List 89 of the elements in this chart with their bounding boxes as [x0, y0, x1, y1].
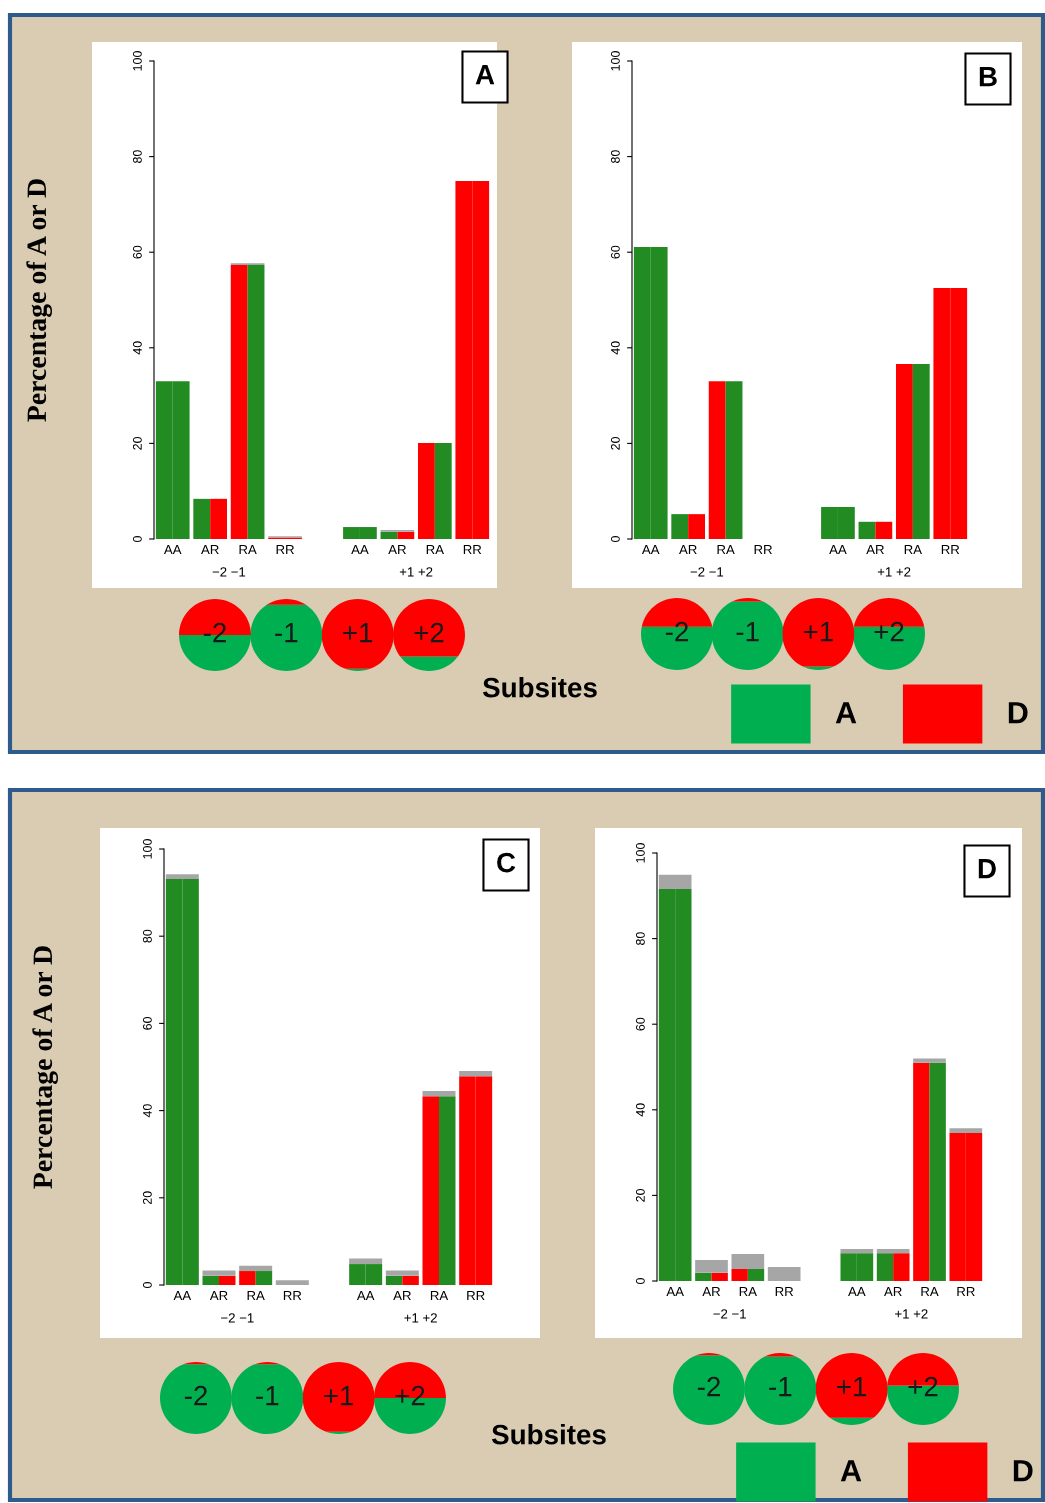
x-tick-label: RR: [283, 1291, 302, 1301]
y-tick-label: 60: [142, 1016, 152, 1030]
y-axis-title: Percentage of A or D: [32, 946, 58, 1189]
x-tick-label: RA: [247, 1291, 265, 1301]
x-tick-label: AA: [163, 545, 182, 555]
x-tick-label: AA: [848, 1287, 866, 1297]
x-tick-label: RA: [904, 545, 922, 555]
text: +1 +2: [399, 567, 433, 577]
x-tick-label: AA: [351, 545, 369, 555]
x-tick-label: AR: [866, 545, 884, 555]
text: +1 +2: [877, 567, 911, 577]
y-tick-label: 100: [132, 51, 142, 71]
x-tick-label: RA: [921, 1287, 939, 1297]
x-tick-label: RR: [941, 545, 960, 555]
x-tick-label: RA: [426, 545, 444, 555]
x-tick-label: -2: [697, 1376, 720, 1397]
y-tick-label: 0: [132, 536, 142, 542]
x-tick-label: AR: [201, 545, 219, 555]
x-tick-label: AR: [388, 545, 406, 555]
x-tick-label: +2: [874, 621, 904, 642]
x-tick-label: AA: [173, 1291, 192, 1301]
y-tick-label: 80: [132, 150, 142, 164]
x-tick-label: RR: [775, 1287, 794, 1297]
y-tick-label: 40: [142, 1104, 152, 1118]
x-tick-label: -1: [736, 622, 759, 642]
text: −2 −1: [212, 567, 246, 577]
x-tick-label: +1: [343, 623, 373, 643]
chart-title: A: [475, 65, 495, 85]
x-tick-label: RR: [467, 1291, 485, 1301]
y-tick-label: 80: [142, 929, 152, 943]
x-tick-label: -1: [769, 1377, 792, 1397]
y-tick-label: 0: [610, 536, 620, 542]
x-tick-label: RA: [430, 1291, 449, 1301]
y-tick-label: 100: [610, 51, 620, 71]
x-tick-label: AR: [393, 1291, 411, 1301]
x-tick-label: AR: [679, 545, 697, 555]
x-tick-label: RA: [717, 545, 735, 555]
x-tick-label: RR: [463, 545, 482, 555]
x-tick-label: -2: [184, 1385, 207, 1406]
y-tick-label: 20: [132, 436, 142, 450]
y-tick-label: 60: [610, 245, 620, 259]
legend-label: A: [835, 702, 857, 724]
x-tick-label: -1: [256, 1386, 279, 1406]
x-tick-label: +1: [324, 1386, 354, 1406]
y-tick-label: 100: [635, 843, 645, 863]
x-tick-label: +1: [803, 622, 833, 642]
y-tick-label: 40: [132, 341, 142, 355]
x-tick-label: -2: [665, 621, 688, 642]
chart-title: C: [497, 852, 516, 873]
y-tick-label: 20: [610, 436, 620, 450]
x-tick-label: RR: [276, 545, 294, 555]
x-tick-label: +2: [414, 622, 444, 643]
x-axis-title: Subsites: [482, 677, 597, 698]
y-tick-label: 0: [142, 1282, 152, 1288]
legend-label: A: [840, 1460, 862, 1482]
y-tick-label: 20: [142, 1191, 152, 1205]
x-tick-label: RA: [739, 1287, 757, 1297]
y-tick-label: 20: [635, 1188, 645, 1202]
x-tick-label: +1: [837, 1377, 867, 1397]
y-tick-label: 60: [635, 1017, 645, 1031]
chart-title: B: [979, 67, 997, 87]
y-tick-label: 100: [142, 839, 152, 859]
y-tick-label: 80: [610, 150, 620, 164]
x-tick-label: RR: [754, 545, 772, 555]
legend-label: D: [1008, 702, 1028, 724]
x-tick-label: AR: [702, 1287, 721, 1297]
y-tick-label: 80: [635, 932, 645, 946]
x-tick-label: AA: [641, 545, 660, 555]
x-tick-label: RR: [957, 1287, 975, 1297]
text: +1 +2: [895, 1309, 928, 1319]
x-tick-label: AA: [666, 1287, 684, 1297]
x-tick-label: AA: [829, 545, 847, 555]
text: +1 +2: [404, 1313, 437, 1323]
x-tick-label: RA: [239, 545, 257, 555]
chart-title: D: [978, 859, 996, 879]
legend-label: D: [1013, 1460, 1033, 1482]
y-axis-title: Percentage of A or D: [26, 179, 52, 422]
text: −2 −1: [221, 1313, 254, 1323]
text: −2 −1: [690, 567, 724, 577]
y-tick-label: 0: [635, 1278, 645, 1284]
x-tick-label: AR: [209, 1291, 228, 1301]
x-axis-title: Subsites: [491, 1424, 606, 1445]
x-tick-label: -1: [275, 623, 298, 643]
y-tick-label: 40: [610, 341, 620, 355]
text: −2 −1: [713, 1309, 746, 1319]
x-tick-label: AR: [884, 1287, 902, 1297]
x-tick-label: AA: [356, 1291, 375, 1301]
y-tick-label: 40: [635, 1103, 645, 1117]
y-tick-label: 60: [132, 245, 142, 259]
